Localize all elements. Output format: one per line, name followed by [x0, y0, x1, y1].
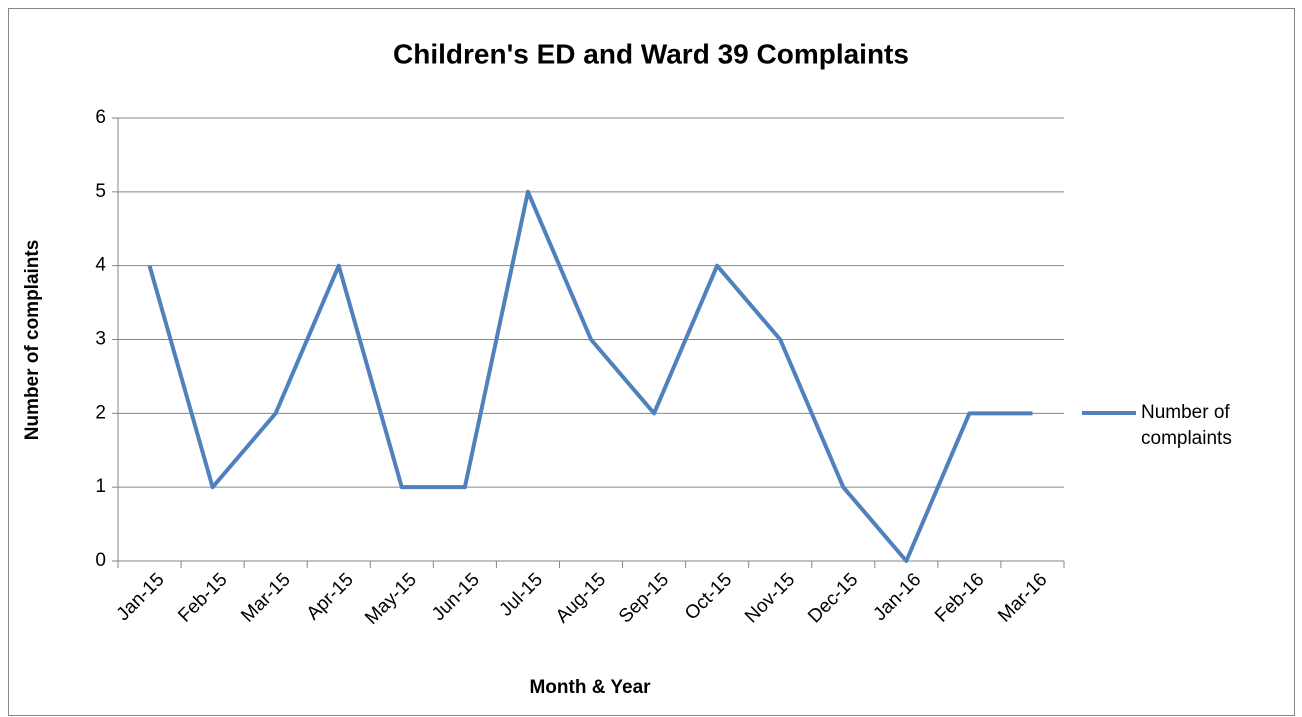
x-tick-label: Aug-15 — [552, 569, 610, 627]
x-tick-label: May-15 — [361, 569, 421, 629]
legend-label: Number of complaints — [1141, 402, 1232, 449]
y-axis-title: Number of complaints — [22, 240, 43, 441]
x-tick-label: Sep-15 — [615, 569, 673, 627]
x-tick-label: Feb-15 — [174, 569, 231, 626]
chart-border — [8, 8, 1295, 716]
chart-title: Children's ED and Ward 39 Complaints — [393, 38, 909, 69]
x-tick-label: Mar-15 — [237, 569, 294, 626]
x-tick-label: Oct-15 — [681, 569, 736, 624]
y-tick-label: 2 — [95, 402, 106, 423]
x-tick-label: Feb-16 — [931, 569, 988, 626]
x-tick-label: Dec-15 — [804, 569, 862, 627]
y-tick-label: 3 — [95, 329, 106, 350]
x-tick-label: Apr-15 — [303, 569, 358, 624]
x-tick-label: Nov-15 — [741, 569, 799, 627]
x-tick-label: Jun-15 — [428, 569, 484, 625]
x-tick-label: Mar-16 — [994, 569, 1051, 626]
y-tick-label: 5 — [95, 181, 106, 202]
series-line — [147, 189, 1033, 563]
x-tick-label: Jan-16 — [869, 569, 925, 625]
y-tick-label: 0 — [95, 550, 106, 571]
y-tick-label: 1 — [95, 476, 106, 497]
y-tick-label: 4 — [95, 255, 106, 276]
x-tick-label: Jul-15 — [496, 569, 547, 620]
x-tick-label: Jan-15 — [113, 569, 169, 625]
x-axis-title: Month & Year — [529, 677, 651, 698]
y-tick-label: 6 — [95, 107, 106, 128]
